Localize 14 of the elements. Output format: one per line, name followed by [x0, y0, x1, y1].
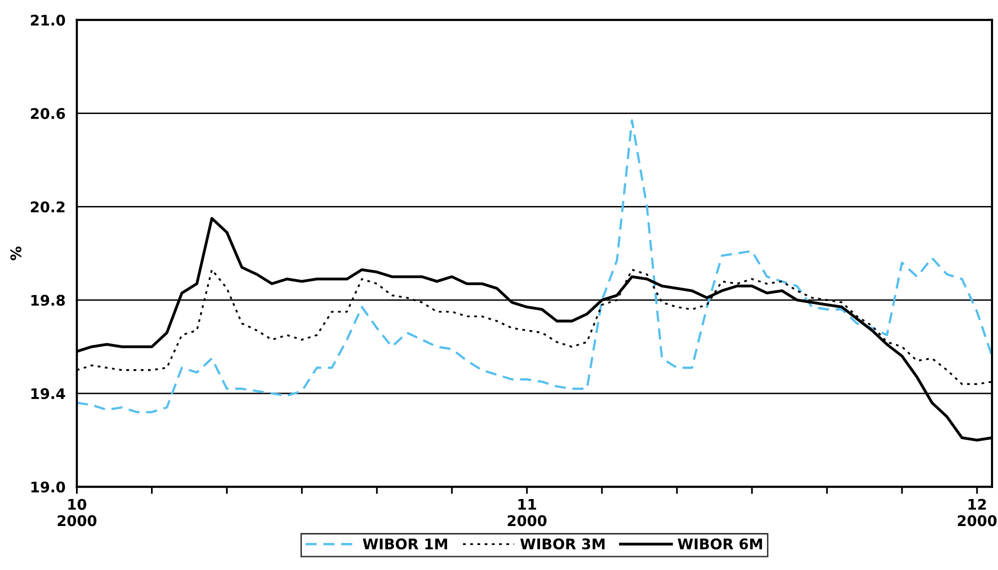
legend-label: WIBOR 6M — [678, 538, 762, 550]
y-tick-label: 20.2 — [30, 201, 64, 212]
y-tick-label: 19.8 — [31, 294, 65, 306]
y-tick-label: 19.4 — [31, 388, 66, 400]
legend-label: WIBOR 3M — [520, 538, 605, 550]
x-tick-label: 11 2000 — [508, 499, 547, 526]
x-tick-label: 12 2000 — [958, 498, 997, 526]
y-tick-label: 19.0 — [31, 481, 66, 493]
line-series — [76, 119, 992, 414]
y-axis-title: % — [10, 246, 22, 260]
legend-label: WIBOR 1M — [362, 538, 448, 550]
x-tick-label: 10 2000 — [58, 498, 96, 526]
y-tick-label: 20.6 — [30, 108, 65, 120]
y-tick-label: 21.0 — [30, 14, 66, 26]
